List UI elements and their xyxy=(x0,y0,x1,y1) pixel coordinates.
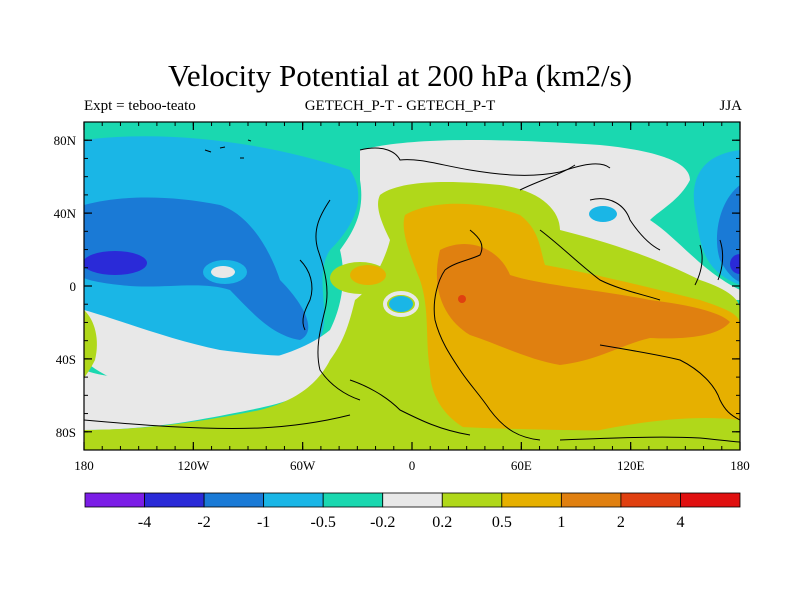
neutral-patch-south-atlantic xyxy=(84,310,340,397)
colorbar-swatch xyxy=(263,492,324,508)
colorbar-label: 0.5 xyxy=(492,514,512,531)
cyan-patch-east-asia xyxy=(589,206,617,222)
colorbar-swatch xyxy=(203,492,265,508)
model-label: GETECH_P-T - GETECH_P-T xyxy=(304,98,496,114)
season-label: JJA xyxy=(719,98,742,114)
colorbar-swatch xyxy=(84,492,145,508)
colorbar-label: 0.2 xyxy=(432,514,452,531)
colorbar-label: -1 xyxy=(257,514,270,531)
lat-tick-label: 40S xyxy=(56,352,76,367)
lat-tick-label: 80N xyxy=(54,133,77,148)
colorbar-swatch xyxy=(382,492,443,508)
colorbar-swatch xyxy=(322,492,384,508)
lon-tick-label: 120W xyxy=(177,458,210,473)
cyan-patch-central-atlantic xyxy=(389,296,413,312)
experiment-label: Expt = teboo-teato xyxy=(84,98,196,114)
lat-tick-label: 0 xyxy=(70,279,77,294)
lat-tick-label: 80S xyxy=(56,425,76,440)
colorbar-swatch xyxy=(501,492,562,508)
colorbar-swatch xyxy=(620,492,681,508)
lat-tick-label: 40N xyxy=(54,206,77,221)
colorbar-label: -2 xyxy=(197,514,210,531)
green-patch-southwest xyxy=(84,310,97,378)
colorbar-label: -0.5 xyxy=(311,514,336,531)
lon-tick-label: 120E xyxy=(617,458,645,473)
colorbar-swatch xyxy=(144,492,205,508)
colorbar-swatch xyxy=(441,492,503,508)
dark-blue-core-west xyxy=(84,251,147,275)
lon-tick-label: 0 xyxy=(409,458,416,473)
colorbar-label: 2 xyxy=(617,514,625,531)
white-patch-central-atlantic xyxy=(383,291,419,317)
red-max-spot xyxy=(458,295,466,303)
velocity-potential-field xyxy=(84,122,740,450)
plot-title: Velocity Potential at 200 hPa (km2/s) xyxy=(167,58,633,93)
south-polar-band xyxy=(84,422,740,450)
colorbar: -4 -2 -1 -0.5 -0.2 0.2 0.5 1 2 4 xyxy=(84,492,741,531)
lon-tick-label: 60W xyxy=(290,458,316,473)
lon-tick-label: 60E xyxy=(511,458,532,473)
darkblue-core-east xyxy=(730,254,740,274)
colorbar-label: -0.2 xyxy=(370,514,395,531)
colorbar-swatch xyxy=(560,492,622,508)
dark-orange-core xyxy=(436,244,730,365)
colorbar-label: 4 xyxy=(676,514,684,531)
colorbar-swatch xyxy=(680,492,741,508)
colorbar-label: -4 xyxy=(138,514,151,531)
coastlines xyxy=(84,139,740,443)
orange-patch-30w xyxy=(350,265,386,285)
lon-tick-label: 180 xyxy=(74,458,94,473)
map-axes: 80N 40N 0 40S 80S 180 120W 60W 0 60E 120E 180 xyxy=(54,121,750,473)
white-patch-110w xyxy=(211,266,235,278)
colorbar-label: 1 xyxy=(557,514,565,531)
blue-region-west xyxy=(84,197,309,340)
lon-tick-label: 180 xyxy=(730,458,750,473)
